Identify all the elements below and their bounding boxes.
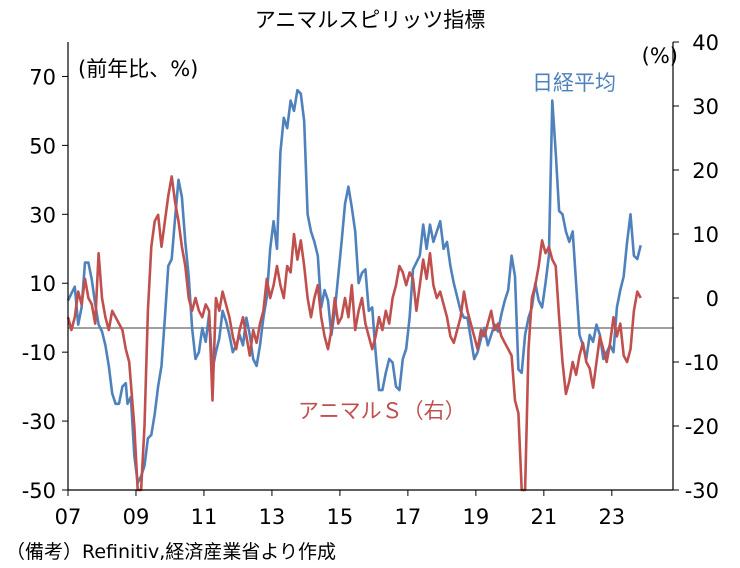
right-tick-label: 0 xyxy=(706,287,719,311)
left-tick-label: -50 xyxy=(22,479,56,503)
right-tick-label: -10 xyxy=(685,351,719,375)
x-tick-label: 13 xyxy=(259,505,286,529)
chart-title: アニマルスピリッツ指標 xyxy=(254,8,486,32)
left-tick-label: -10 xyxy=(22,341,56,365)
nikkei-series-label: 日経平均 xyxy=(532,71,616,95)
left-tick-label: 70 xyxy=(29,65,56,89)
right-tick-label: 20 xyxy=(692,159,719,183)
left-tick-label: 10 xyxy=(29,272,56,296)
x-tick-label: 15 xyxy=(327,505,354,529)
left-tick-label: -30 xyxy=(22,410,56,434)
animal-spirits-series-line xyxy=(66,175,642,492)
x-tick-label: 17 xyxy=(395,505,422,529)
right-tick-label: -30 xyxy=(685,479,719,503)
source-note: （備考）Refinitiv,経済産業省より作成 xyxy=(6,541,336,563)
x-tick-label: 09 xyxy=(123,505,150,529)
right-tick-label: 30 xyxy=(692,95,719,119)
right-tick-label: -20 xyxy=(685,415,719,439)
x-tick-label: 07 xyxy=(55,505,82,529)
nikkei-series-line xyxy=(66,88,642,485)
right-tick-label: 40 xyxy=(692,31,719,55)
x-tick-label: 21 xyxy=(530,505,557,529)
left-tick-label: 50 xyxy=(29,134,56,158)
x-tick-label: 11 xyxy=(191,505,218,529)
animal-spirits-series-label: アニマルＳ（右） xyxy=(298,399,466,423)
left-tick-label: 30 xyxy=(29,203,56,227)
x-tick-label: 23 xyxy=(598,505,625,529)
right-tick-label: 10 xyxy=(692,223,719,247)
right-axis-unit: (%) xyxy=(642,44,678,68)
left-axis-unit: (前年比、%) xyxy=(78,57,198,81)
x-tick-label: 19 xyxy=(462,505,489,529)
